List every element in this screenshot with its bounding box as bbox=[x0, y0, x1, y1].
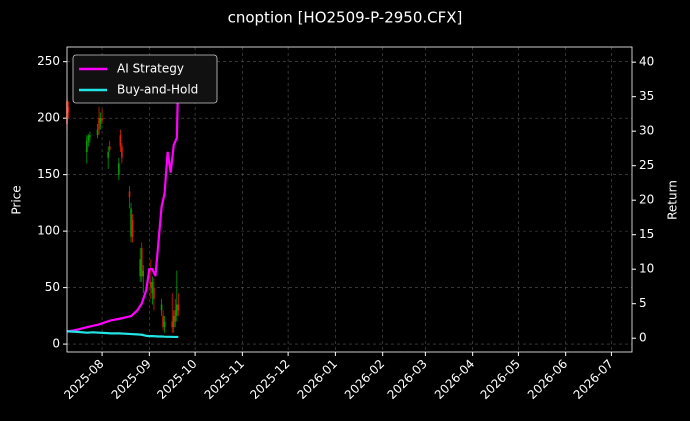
x-tick-label: 2026-07 bbox=[571, 357, 616, 402]
x-tick-label: 2026-04 bbox=[432, 357, 477, 402]
candle-body bbox=[87, 136, 90, 141]
candle-body bbox=[172, 315, 175, 328]
y-tick-label: 200 bbox=[37, 111, 60, 125]
legend-label: AI Strategy bbox=[117, 62, 184, 76]
candle-body bbox=[151, 281, 154, 294]
legend: AI Strategy Buy-and-Hold bbox=[72, 54, 218, 104]
candle-body bbox=[139, 259, 141, 277]
legend-label: Buy-and-Hold bbox=[117, 83, 198, 97]
y-tick-label: 0 bbox=[52, 337, 60, 351]
candle-body bbox=[160, 304, 163, 311]
candle-body bbox=[163, 321, 166, 328]
candle-body bbox=[128, 191, 131, 198]
candle-body bbox=[130, 208, 132, 237]
x-tick-label: 2026-06 bbox=[525, 357, 570, 402]
candle-body bbox=[153, 287, 155, 299]
x-tick-label: 2025-12 bbox=[247, 357, 292, 402]
candle-body bbox=[142, 270, 145, 277]
y2-tick-label: 30 bbox=[639, 124, 654, 138]
y2-tick-label: 25 bbox=[639, 158, 654, 172]
candle-body bbox=[119, 135, 122, 147]
candle-body bbox=[131, 219, 134, 237]
candle-body bbox=[89, 135, 91, 138]
candle-body bbox=[86, 140, 88, 153]
x-tick-label: 2026-01 bbox=[295, 357, 340, 402]
y-tick-label: 100 bbox=[37, 224, 60, 238]
candle-body bbox=[140, 248, 143, 277]
y2-tick-label: 40 bbox=[639, 55, 654, 69]
candle-body bbox=[171, 321, 174, 328]
x-tick-label: 2025-11 bbox=[202, 357, 247, 402]
candle-body bbox=[101, 118, 103, 121]
candle-body bbox=[67, 106, 70, 113]
candle-body bbox=[174, 310, 177, 322]
candle-body bbox=[99, 118, 102, 124]
candle-body bbox=[175, 304, 178, 316]
x-tick-label: 2026-05 bbox=[478, 357, 523, 402]
candle-body bbox=[108, 146, 111, 150]
y-axis-label: Price bbox=[10, 185, 24, 214]
y-tick-label: 150 bbox=[37, 167, 60, 181]
candle-body bbox=[118, 163, 120, 175]
x-tick-label: 2025-10 bbox=[154, 357, 199, 402]
candle-body bbox=[96, 129, 99, 136]
candle-body bbox=[150, 281, 152, 288]
y2-axis-label: Return bbox=[666, 180, 680, 220]
plot-frame bbox=[66, 46, 633, 353]
candle-body bbox=[98, 118, 100, 130]
candle-body bbox=[107, 152, 109, 158]
chart-title: cnoption [HO2509-P-2950.CFX] bbox=[228, 9, 463, 27]
y2-tick-label: 35 bbox=[639, 89, 654, 103]
candle-body bbox=[162, 315, 164, 328]
x-tick-label: 2026-03 bbox=[385, 357, 430, 402]
series-line bbox=[66, 75, 180, 333]
x-tick-label: 2025-08 bbox=[61, 357, 106, 402]
y-tick-label: 250 bbox=[37, 54, 60, 68]
y2-tick-label: 20 bbox=[639, 193, 654, 207]
candle-body bbox=[121, 146, 123, 158]
series-line bbox=[66, 330, 179, 339]
y2-tick-label: 0 bbox=[639, 331, 647, 345]
x-tick-label: 2025-09 bbox=[109, 357, 154, 402]
y2-tick-label: 5 bbox=[639, 296, 647, 310]
y-tick-label: 50 bbox=[45, 280, 60, 294]
x-tick-label: 2026-02 bbox=[342, 357, 387, 402]
y2-tick-label: 15 bbox=[639, 227, 654, 241]
y2-tick-label: 10 bbox=[639, 262, 654, 276]
candle-body bbox=[177, 304, 180, 311]
legend-box bbox=[72, 54, 218, 104]
